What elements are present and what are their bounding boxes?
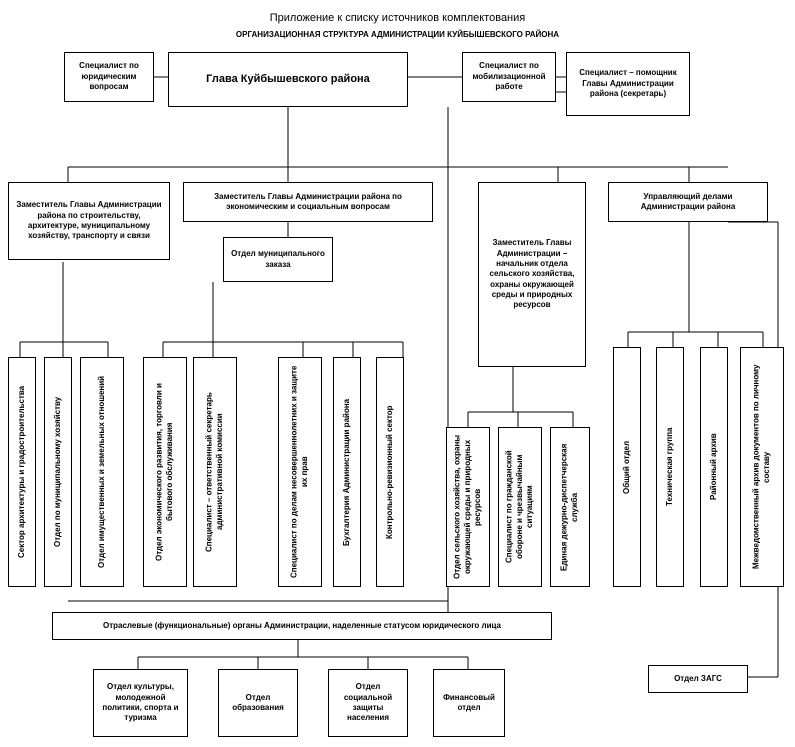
box-econ-sub-2: Специалист по делам несовершеннолетних и… (278, 357, 322, 587)
box-dep-build: Заместитель Главы Администрации района п… (8, 182, 170, 260)
box-build-sub-2: Отдел имущественных и земельных отношени… (80, 357, 124, 587)
box-mgr-sub-2: Районный архив (700, 347, 728, 587)
box-spec-mobil: Специалист по мобилизационной работе (462, 52, 556, 102)
box-econ-sub-0: Отдел экономического развития, торговли … (143, 357, 187, 587)
box-build-sub-0: Сектор архитектуры и градостроительства (8, 357, 36, 587)
box-econ-sub-1: Специалист – ответственный секретарь адм… (193, 357, 237, 587)
box-zags: Отдел ЗАГС (648, 665, 748, 693)
box-build-sub-1: Отдел по муниципальному хозяйству (44, 357, 72, 587)
box-manager: Управляющий делами Администрации района (608, 182, 768, 222)
box-agri-sub-0: Отдел сельского хозяйства, охраны окружа… (446, 427, 490, 587)
box-func-3: Финансовый отдел (433, 669, 505, 737)
box-agri-sub-2: Единая дежурно-диспетчерская служба (550, 427, 590, 587)
box-mgr-sub-3: Межведомственный архив документов по лич… (740, 347, 784, 587)
box-dep-agri: Заместитель Главы Администрации – началь… (478, 182, 586, 367)
box-econ-sub-4: Контрольно-ревизионный сектор (376, 357, 404, 587)
doc-subtitle: Приложение к списку источников комплекто… (8, 12, 787, 24)
box-spec-assist: Специалист – помощник Главы Администраци… (566, 52, 690, 116)
box-head: Глава Куйбышевского района (168, 52, 408, 107)
box-econ-sub-3: Бухгалтерия Администрации района (333, 357, 361, 587)
box-dep-econ: Заместитель Главы Администрации района п… (183, 182, 433, 222)
box-mgr-sub-0: Общий отдел (613, 347, 641, 587)
box-functional-header: Отраслевые (функциональные) органы Админ… (52, 612, 552, 640)
box-func-0: Отдел культуры, молодежной политики, спо… (93, 669, 188, 737)
box-mgr-sub-1: Техническая группа (656, 347, 684, 587)
box-agri-sub-1: Специалист по гражданской обороне и чрез… (498, 427, 542, 587)
box-func-1: Отдел образования (218, 669, 298, 737)
box-func-2: Отдел социальной защиты населения (328, 669, 408, 737)
doc-title: ОРГАНИЗАЦИОННАЯ СТРУКТУРА АДМИНИСТРАЦИИ … (8, 30, 787, 39)
box-munic-order: Отдел муниципального заказа (223, 237, 333, 282)
box-spec-legal: Специалист по юридическим вопросам (64, 52, 154, 102)
